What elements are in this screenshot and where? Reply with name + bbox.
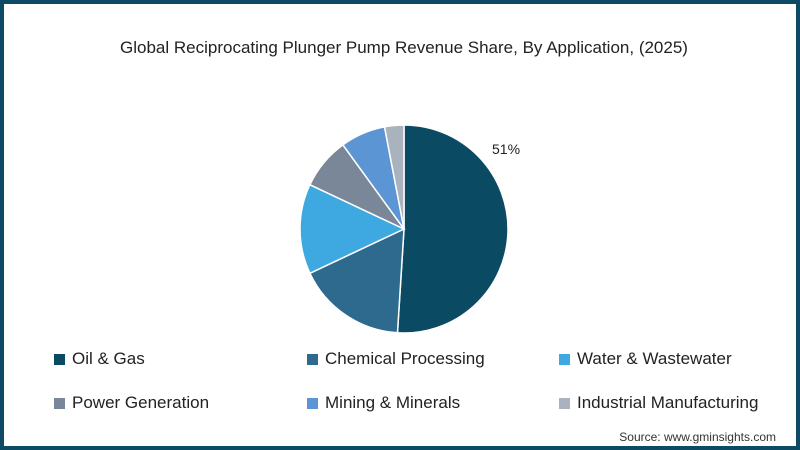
source-note: Source: www.gminsights.com [619, 430, 776, 444]
legend-swatch [54, 397, 65, 409]
legend-label: Power Generation [72, 393, 210, 412]
legend-swatch [307, 397, 318, 409]
legend-label: Mining & Minerals [325, 393, 461, 412]
legend-swatch [559, 397, 570, 409]
legend-item-mining-minerals: Mining & Minerals [307, 393, 460, 413]
legend-label: Industrial Manufacturing [577, 393, 759, 412]
chart-title: Global Reciprocating Plunger Pump Revenu… [120, 38, 688, 57]
pie-slice-water-wastewater [299, 183, 406, 275]
legend-label: Oil & Gas [72, 349, 145, 368]
pie-chart [299, 124, 509, 334]
legend-item-water-wastewater: Water & Wastewater [559, 349, 732, 369]
legend-swatch [54, 353, 65, 365]
legend-label: Chemical Processing [325, 349, 485, 368]
legend-item-chemical-processing: Chemical Processing [307, 349, 485, 369]
legend-item-industrial-manufacturing: Industrial Manufacturing [559, 393, 758, 413]
legend-swatch [559, 353, 570, 365]
data-label-oil-gas: 51% [492, 141, 521, 157]
legend-item-power-generation: Power Generation [54, 393, 209, 413]
pie-slice-industrial-manufacturing [383, 124, 405, 230]
pie-slice-chemical-processing [308, 227, 405, 334]
legend-label: Water & Wastewater [577, 349, 732, 368]
legend-swatch [307, 353, 318, 365]
pie-slice-oil-gas [396, 124, 509, 334]
legend-item-oil-gas: Oil & Gas [54, 349, 145, 369]
